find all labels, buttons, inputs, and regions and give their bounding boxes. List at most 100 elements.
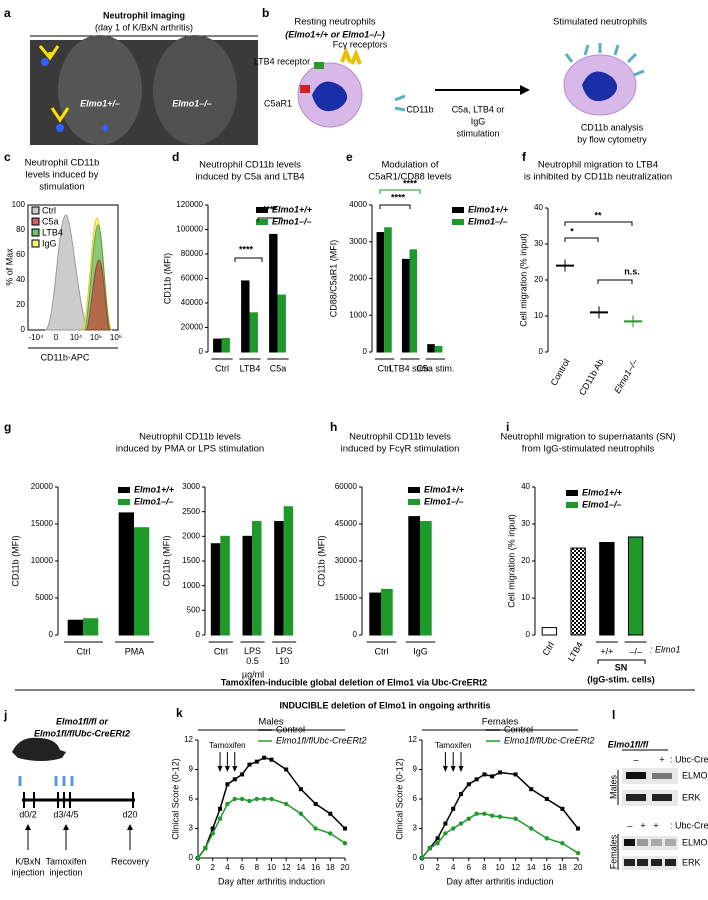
line bbox=[197, 798, 346, 859]
mouse-left bbox=[58, 35, 142, 145]
c5ar1-shape bbox=[300, 85, 310, 93]
label: stimulation bbox=[456, 128, 499, 138]
legend-label: IgG bbox=[42, 238, 57, 248]
point bbox=[435, 841, 440, 846]
y-tick-label: 15000 bbox=[31, 519, 54, 528]
label: Resting neutrophils bbox=[294, 17, 376, 28]
point bbox=[247, 762, 252, 767]
signal bbox=[41, 58, 49, 66]
point bbox=[575, 850, 581, 856]
point bbox=[269, 796, 274, 802]
bar bbox=[427, 344, 435, 353]
bar bbox=[541, 627, 558, 636]
x-tick-label: +/+ bbox=[600, 646, 613, 656]
y-tick-label: 100000 bbox=[176, 225, 203, 234]
point bbox=[443, 821, 448, 826]
chart-title: Neutrophil migration to LTB4 bbox=[538, 160, 658, 171]
panel-letter: g bbox=[4, 420, 11, 434]
point bbox=[218, 806, 223, 811]
x-tick-label: 20 bbox=[574, 863, 583, 872]
bar bbox=[381, 588, 393, 636]
y-tick-label: 0 bbox=[413, 853, 418, 862]
x-tick-label: 14 bbox=[296, 863, 305, 872]
point bbox=[560, 806, 565, 811]
legend-swatch bbox=[31, 217, 40, 226]
x-tick-label: Ctrl bbox=[378, 363, 392, 373]
legend-label: Elmo1fl/flUbc-CreERt2 bbox=[504, 735, 595, 745]
x-tick-label: 10⁵ bbox=[90, 333, 102, 342]
panel-title: INDUCIBLE deletion of Elmo1 in ongoing a… bbox=[280, 700, 491, 710]
x-tick-label: 0 bbox=[196, 863, 201, 872]
bar bbox=[376, 232, 385, 353]
x-tick-label: CD11b Ab bbox=[577, 357, 606, 397]
y-tick-label: 20000 bbox=[31, 482, 54, 491]
y-tick-label: 5000 bbox=[35, 593, 53, 602]
label: Stimulated neutrophils bbox=[553, 17, 647, 28]
point bbox=[435, 836, 440, 841]
bar bbox=[570, 547, 586, 636]
point bbox=[254, 759, 259, 764]
point bbox=[342, 841, 348, 846]
y-tick-label: 0 bbox=[189, 853, 194, 862]
arrow bbox=[38, 45, 60, 61]
x-tick-label: 4 bbox=[225, 863, 230, 872]
y-tick-label: 4000 bbox=[349, 200, 367, 209]
x-tick-label: 10 bbox=[267, 863, 276, 872]
point bbox=[239, 796, 245, 802]
panel-letter: f bbox=[522, 150, 527, 164]
y-tick-label: 0 bbox=[199, 347, 204, 356]
axis-title: % of Max bbox=[4, 248, 14, 286]
legend-label: Elmo1+/+ bbox=[134, 484, 175, 494]
chart-title: induced by PMA or LPS stimulation bbox=[116, 444, 264, 455]
bar bbox=[627, 536, 644, 636]
y-tick-label: 2500 bbox=[182, 507, 200, 516]
x-tick-label: 8 bbox=[482, 863, 487, 872]
point bbox=[195, 855, 201, 861]
legend-swatch bbox=[31, 206, 40, 215]
point bbox=[474, 811, 479, 816]
legend-label: Control bbox=[276, 724, 305, 734]
bar bbox=[221, 338, 230, 353]
y-tick-label: 0 bbox=[526, 630, 531, 639]
point bbox=[284, 801, 289, 807]
bar bbox=[249, 312, 258, 353]
y-tick-label: 0 bbox=[196, 630, 201, 639]
legend-label: Elmo1–/– bbox=[424, 496, 464, 506]
y-tick-label: 0 bbox=[353, 630, 358, 639]
legend-label: LTB4 bbox=[42, 227, 63, 237]
point bbox=[474, 777, 479, 782]
x-tick-label: 10 bbox=[496, 863, 505, 872]
panel-letter: j bbox=[3, 708, 7, 722]
y-tick-label: 500 bbox=[187, 605, 201, 614]
label: ERK bbox=[682, 857, 701, 867]
chart-title: Neutrophil CD11b levels bbox=[139, 432, 241, 443]
panel-letter: i bbox=[506, 420, 509, 434]
annotation: **** bbox=[391, 192, 406, 202]
label: Tamoxifen bbox=[45, 856, 86, 866]
label: C5aR1 bbox=[264, 98, 292, 108]
x-tick-label: 6 bbox=[467, 863, 472, 872]
x-tick-label: -10⁴ bbox=[29, 333, 45, 342]
y-tick-label: 20 bbox=[534, 275, 543, 284]
x-tick-label: LPS 0.5 bbox=[244, 646, 261, 666]
point bbox=[490, 774, 495, 779]
arrow-head bbox=[442, 766, 448, 772]
y-tick-label: 10 bbox=[534, 311, 543, 320]
bar bbox=[252, 521, 262, 636]
chart-title: is inhibited by CD11b neutralization bbox=[524, 172, 672, 183]
timeline-ticks bbox=[23, 792, 134, 808]
label: ELMO1 bbox=[682, 770, 708, 780]
chart-title: induced by FcγR stimulation bbox=[341, 444, 460, 455]
x-tick-label: 2 bbox=[435, 863, 440, 872]
band bbox=[626, 794, 646, 801]
label: Fcγ receptors bbox=[333, 39, 388, 49]
bar bbox=[67, 619, 83, 636]
panel-letter: l bbox=[612, 708, 615, 722]
y-tick-label: 1000 bbox=[349, 310, 367, 319]
point bbox=[261, 796, 267, 802]
y-tick-label: 80 bbox=[16, 225, 25, 234]
bracket bbox=[597, 659, 646, 664]
blot bbox=[622, 856, 678, 870]
axis-title: µg/ml bbox=[242, 669, 264, 679]
